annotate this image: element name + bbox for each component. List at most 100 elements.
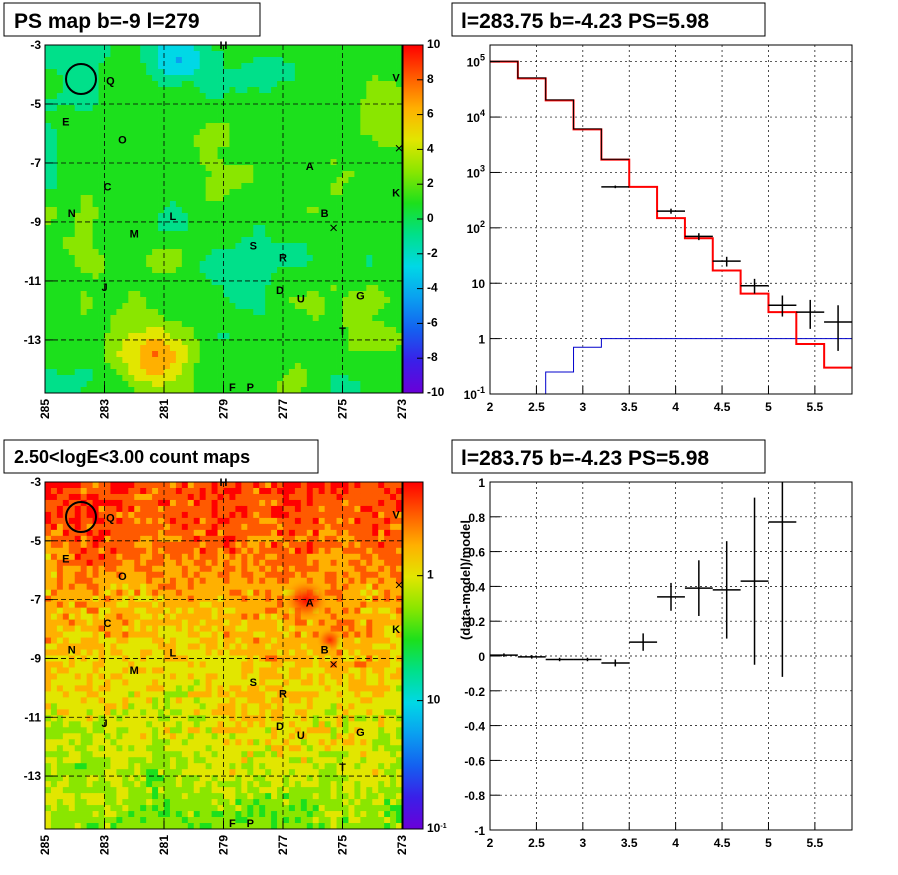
heatmap-cell [265, 243, 272, 250]
heatmap-cell [169, 363, 177, 370]
heatmap-cell [271, 105, 278, 112]
heatmap-cell [199, 75, 207, 82]
heatmap-cell [324, 357, 331, 364]
heatmap-cell [152, 195, 159, 202]
heatmap-cell [366, 69, 373, 76]
heatmap-cell [312, 369, 320, 376]
heatmap-cell [265, 345, 272, 352]
heatmap-cell [241, 75, 248, 82]
x-tick-label: 281 [157, 399, 171, 419]
heatmap-cell [50, 123, 58, 130]
heatmap-cell [56, 595, 64, 603]
heatmap-cell [384, 237, 391, 244]
heatmap-cell [348, 571, 355, 579]
heatmap-cell [62, 547, 70, 555]
heatmap-cell [366, 165, 373, 172]
heatmap-cell [68, 565, 76, 573]
heatmap-cell [324, 123, 331, 130]
heatmap-cell [241, 321, 248, 328]
heatmap-cell [318, 255, 326, 262]
heatmap-cell [312, 99, 320, 106]
heatmap-cell [181, 129, 189, 136]
heatmap-cell [330, 577, 337, 585]
heatmap-cell [80, 487, 88, 495]
heatmap-cell [187, 57, 195, 64]
heatmap-cell [384, 559, 391, 567]
heatmap-cell [342, 345, 349, 352]
heatmap-cell [74, 363, 82, 370]
heatmap-cell [86, 381, 93, 388]
heatmap-cell [384, 87, 391, 94]
heatmap-cell [205, 535, 212, 543]
heatmap-cell [384, 123, 391, 130]
heatmap-cell [306, 99, 314, 106]
heatmap-cell [86, 147, 93, 154]
heatmap-cell [199, 482, 207, 489]
heatmap-cell [62, 129, 70, 136]
heatmap-cell [80, 613, 88, 620]
heatmap-cell [390, 291, 397, 298]
heatmap-cell [217, 231, 224, 238]
heatmap-cell [211, 171, 218, 178]
heatmap-cell [271, 345, 278, 352]
heatmap-cell [229, 243, 236, 250]
heatmap-cell [241, 601, 248, 609]
heatmap-cell [50, 559, 58, 567]
heatmap-cell [223, 345, 230, 352]
heatmap-cell [50, 93, 58, 100]
heatmap-cell [187, 387, 195, 394]
heatmap-cell [152, 213, 159, 220]
heatmap-cell [175, 309, 183, 316]
heatmap-cell [265, 565, 272, 573]
heatmap-cell [390, 517, 397, 525]
heatmap-cell [205, 51, 212, 58]
heatmap-cell [253, 93, 260, 100]
heatmap-cell [300, 87, 308, 94]
heatmap-cell [390, 577, 397, 585]
heatmap-cell [318, 111, 326, 118]
heatmap-cell [312, 541, 320, 549]
heatmap-cell [86, 45, 93, 52]
heatmap-cell [134, 357, 141, 364]
heatmap-cell [217, 147, 224, 154]
heatmap-cell [50, 589, 58, 597]
heatmap-cell [104, 369, 111, 376]
heatmap-cell [390, 607, 397, 615]
heatmap-cell [152, 589, 159, 597]
heatmap-cell [396, 529, 403, 537]
heatmap-cell [259, 363, 266, 370]
heatmap-cell [110, 237, 117, 244]
heatmap-cell [360, 607, 367, 615]
heatmap-cell [330, 213, 337, 220]
heatmap-cell [104, 541, 111, 549]
heatmap-cell [384, 195, 391, 202]
heatmap-cell [288, 81, 296, 88]
heatmap-cell [211, 207, 218, 214]
heatmap-cell [223, 171, 230, 178]
heatmap-cell [271, 607, 278, 615]
heatmap-cell [378, 51, 385, 58]
heatmap-cell [50, 357, 58, 364]
heatmap-cell [146, 153, 153, 160]
heatmap-cell [229, 595, 236, 603]
heatmap-cell [98, 583, 105, 591]
heatmap-cell [384, 171, 391, 178]
heatmap-cell [259, 231, 266, 238]
heatmap-cell [134, 303, 141, 310]
heatmap-cell [390, 171, 397, 178]
heatmap-cell [271, 177, 278, 184]
heatmap-cell [324, 523, 331, 531]
heatmap-cell [277, 339, 284, 346]
heatmap-cell [259, 327, 266, 334]
heatmap-cell [134, 285, 141, 292]
heatmap-cell [175, 529, 183, 537]
heatmap-cell [283, 135, 290, 142]
heatmap-cell [390, 135, 397, 142]
heatmap-cell [372, 315, 379, 322]
heatmap-cell [205, 183, 212, 190]
heatmap-cell [175, 195, 183, 202]
heatmap-cell [56, 255, 64, 262]
heatmap-cell [74, 81, 82, 88]
heatmap-cell [330, 93, 337, 100]
heatmap-cell [175, 129, 183, 136]
